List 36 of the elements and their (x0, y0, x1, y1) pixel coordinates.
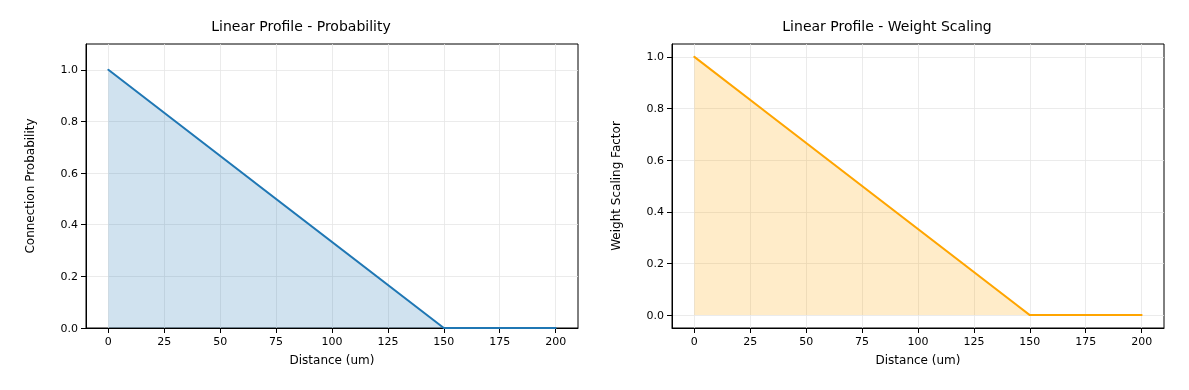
x-tick-label: 25 (743, 335, 758, 348)
y-axis-title: Weight Scaling Factor (609, 121, 623, 251)
x-axis-title: Distance (um) (289, 353, 375, 367)
x-tick-label: 100 (321, 335, 343, 348)
y-tick-label: 0.6 (60, 166, 78, 180)
x-tick-label: 50 (799, 335, 814, 348)
y-tick-label: 0.6 (646, 153, 664, 167)
y-tick-label: 0.4 (646, 205, 664, 219)
chart-title: Linear Profile - Weight Scaling (782, 18, 992, 34)
y-tick-label: 0.2 (60, 269, 78, 283)
x-tick-label: 175 (489, 335, 511, 348)
y-tick-label: 0.8 (646, 102, 664, 116)
y-tick-label: 1.0 (60, 63, 78, 77)
x-tick-label: 25 (157, 335, 172, 348)
x-tick-label: 125 (377, 335, 399, 348)
x-tick-label: 50 (213, 335, 228, 348)
x-tick-label: 0 (104, 335, 112, 348)
x-tick-label: 150 (433, 335, 455, 348)
x-tick-label: 75 (269, 335, 284, 348)
x-tick-label: 200 (545, 335, 567, 348)
x-axis-title: Distance (um) (875, 353, 961, 367)
y-tick-label: 0.2 (646, 256, 664, 270)
y-tick-label: 1.0 (646, 50, 664, 64)
y-tick-label: 0.8 (60, 114, 78, 128)
x-tick-label: 175 (1075, 335, 1097, 348)
x-tick-label: 100 (907, 335, 929, 348)
x-tick-label: 0 (690, 335, 698, 348)
x-tick-label: 150 (1019, 335, 1041, 348)
chart-title: Linear Profile - Probability (211, 18, 391, 34)
y-tick-label: 0.4 (60, 218, 78, 232)
x-tick-label: 200 (1131, 335, 1153, 348)
y-axis-title: Connection Probability (23, 118, 37, 254)
y-tick-label: 0.0 (60, 321, 78, 335)
x-tick-label: 75 (855, 335, 870, 348)
x-tick-label: 125 (963, 335, 985, 348)
y-tick-label: 0.0 (646, 308, 664, 322)
